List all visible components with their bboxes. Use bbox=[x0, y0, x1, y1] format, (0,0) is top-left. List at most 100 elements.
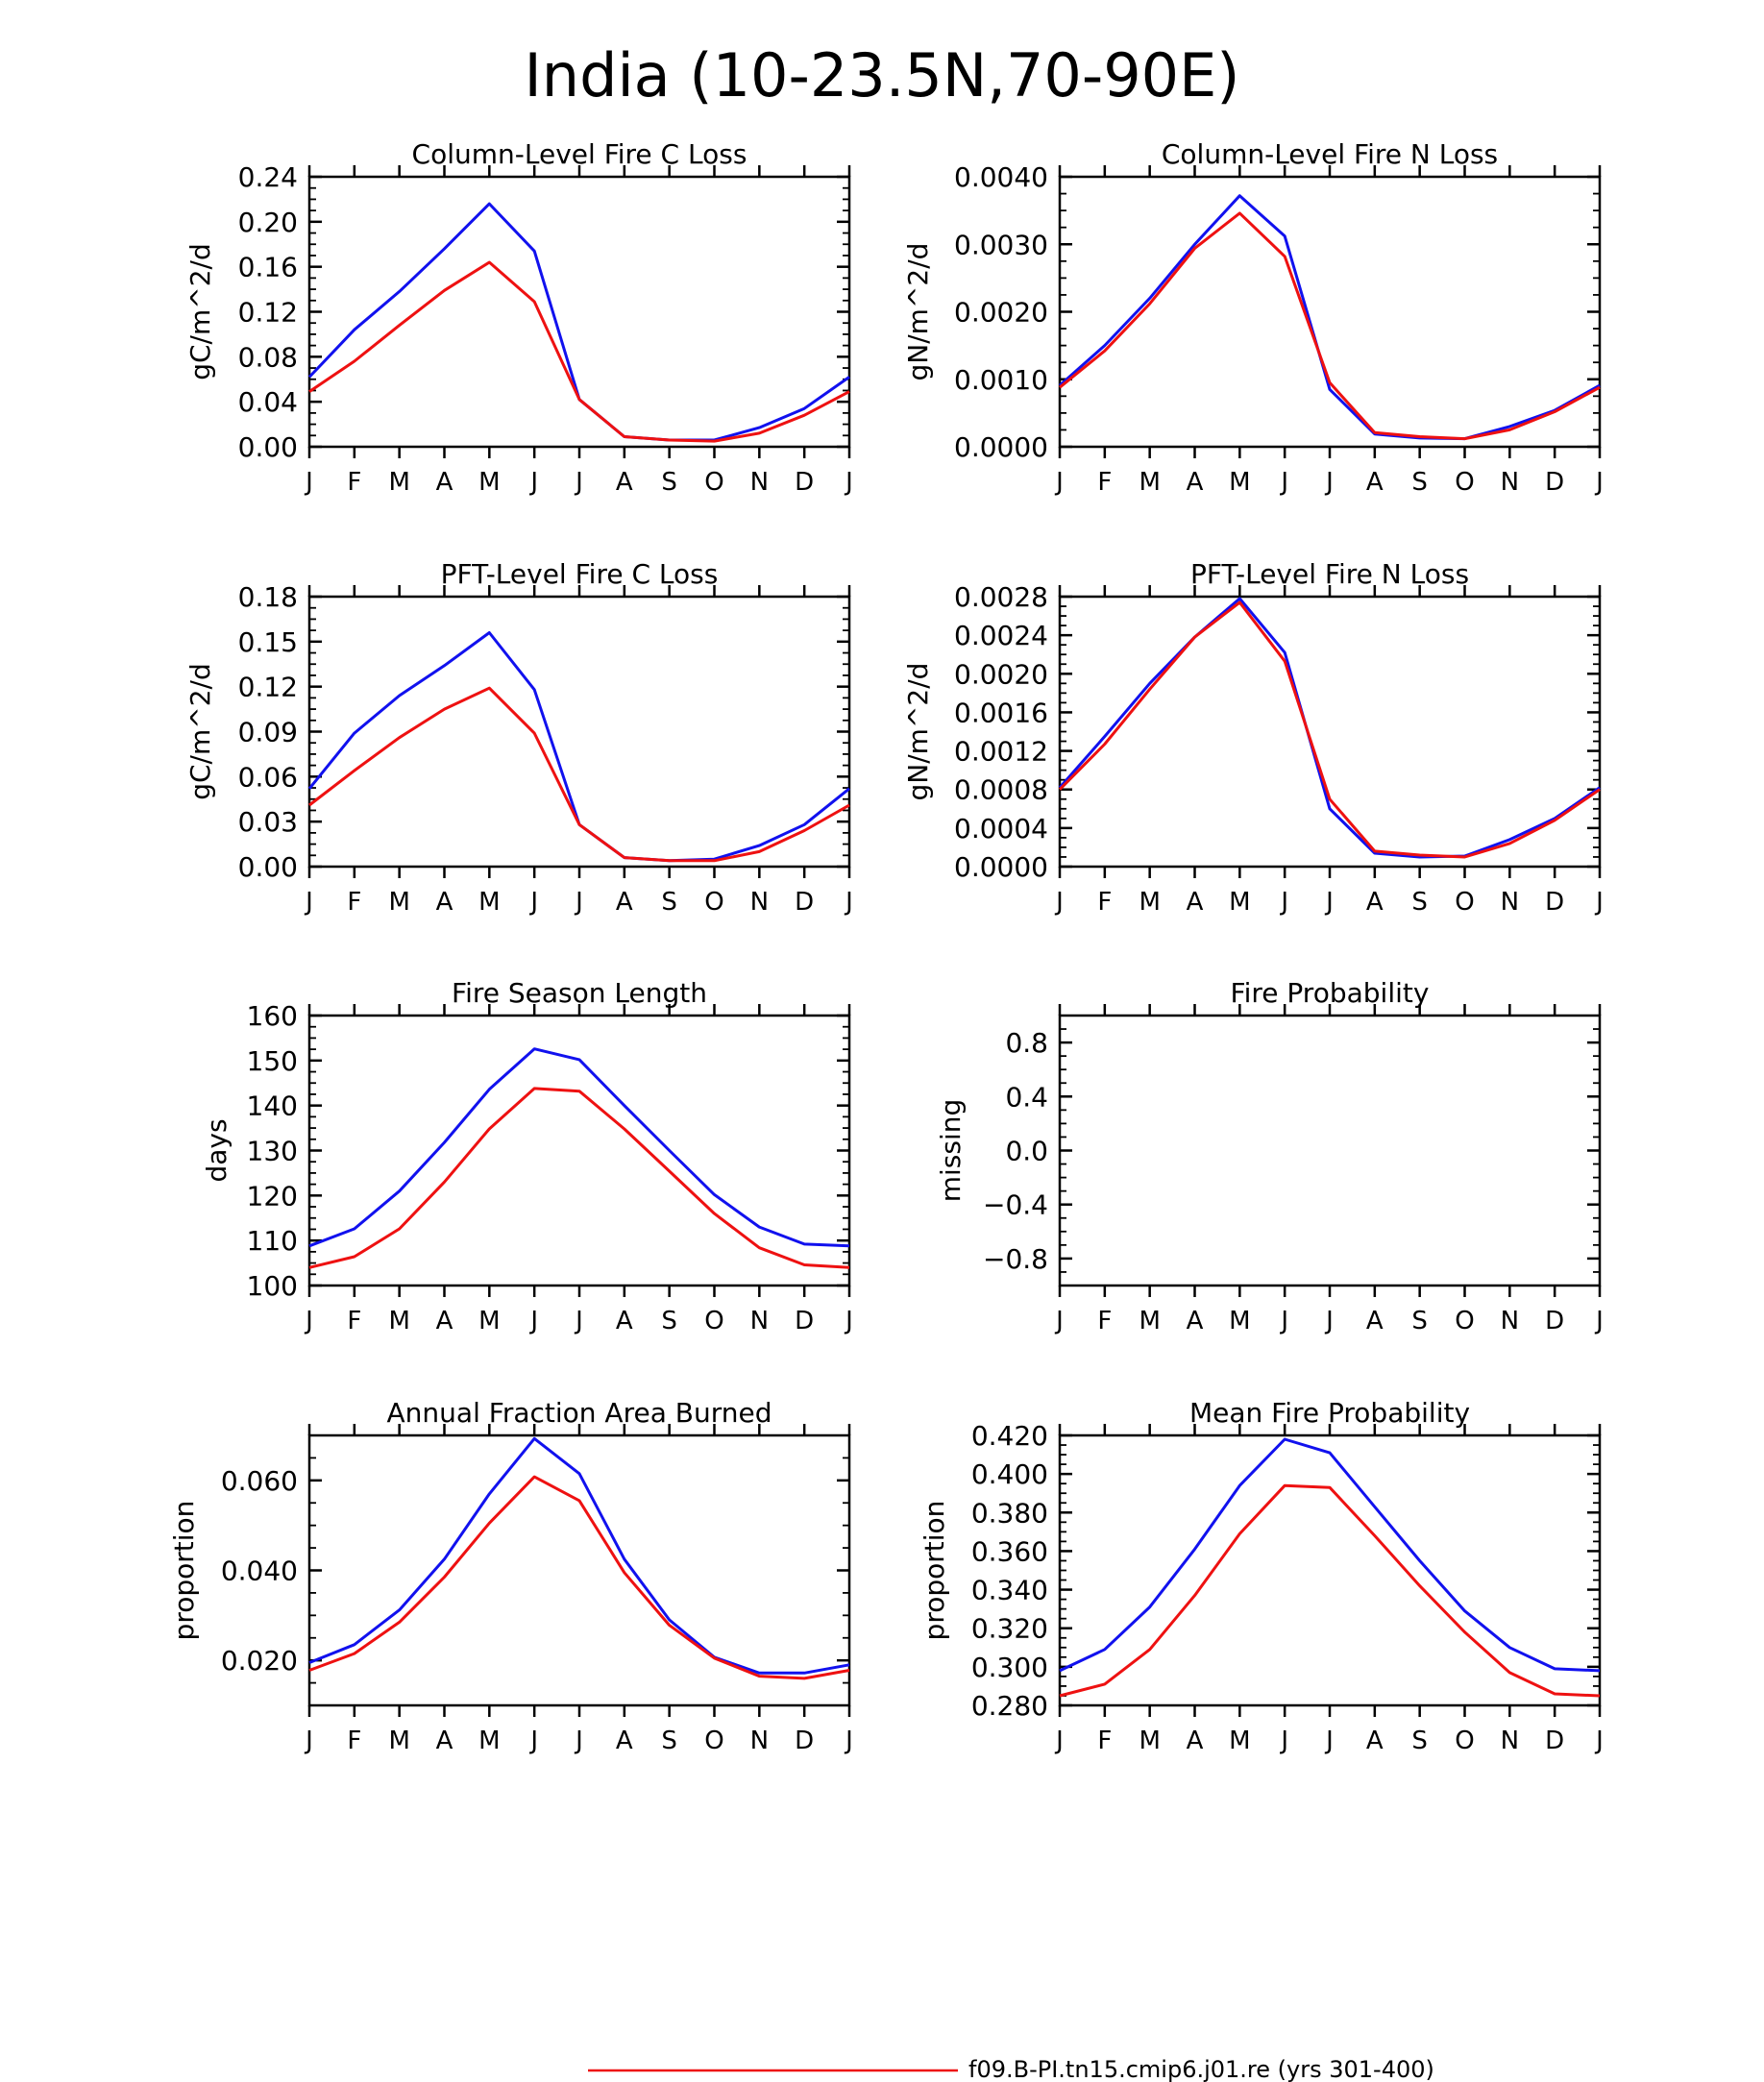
legend: f09.B-PI.tn15.cmip6.j01.re (yrs 301-400) bbox=[588, 2056, 1434, 2082]
x-tick-label: M bbox=[1139, 1727, 1160, 1755]
x-tick-label: J bbox=[1279, 1307, 1288, 1335]
x-tick-label: J bbox=[528, 468, 538, 497]
y-tick-label: 0.03 bbox=[238, 806, 298, 838]
x-tick-label: A bbox=[1187, 468, 1204, 497]
x-tick-label: J bbox=[1054, 888, 1064, 917]
y-axis-label: missing bbox=[935, 1099, 967, 1203]
x-tick-label: S bbox=[661, 1307, 677, 1335]
series-line-red bbox=[1059, 211, 1601, 441]
x-tick-label: A bbox=[1366, 1307, 1384, 1335]
y-tick-label: 0.15 bbox=[238, 626, 298, 658]
x-tick-label: S bbox=[1411, 1727, 1428, 1755]
x-tick-label: N bbox=[1501, 468, 1519, 497]
series-line-red bbox=[308, 1087, 850, 1269]
x-tick-label: N bbox=[1501, 1727, 1519, 1755]
x-tick-label: N bbox=[750, 1727, 769, 1755]
y-tick-label: 0.0040 bbox=[954, 161, 1048, 193]
panel-title: Column-Level Fire N Loss bbox=[1162, 138, 1498, 170]
x-tick-label: J bbox=[528, 1727, 538, 1755]
x-tick-label: A bbox=[616, 468, 633, 497]
y-tick-label: 0.360 bbox=[971, 1535, 1048, 1567]
x-tick-label: J bbox=[1279, 888, 1288, 917]
x-tick-label: A bbox=[1366, 888, 1384, 917]
x-tick-label: J bbox=[1594, 1307, 1604, 1335]
x-tick-label: J bbox=[1324, 1727, 1334, 1755]
x-tick-label: S bbox=[661, 468, 677, 497]
series-line-blue bbox=[308, 1047, 850, 1248]
x-tick-label: N bbox=[1501, 888, 1519, 917]
y-tick-label: 0.400 bbox=[971, 1458, 1048, 1490]
y-tick-label: 0.04 bbox=[238, 386, 298, 418]
x-tick-label: N bbox=[750, 888, 769, 917]
x-tick-label: S bbox=[1411, 468, 1428, 497]
y-tick-label: 0.020 bbox=[221, 1645, 298, 1677]
series-line-red bbox=[308, 260, 850, 443]
x-tick-label: J bbox=[1324, 468, 1334, 497]
panel-4: J F M A M J J A S O N D J0.00000.00040.00080.00120.0… bbox=[902, 558, 1604, 917]
x-tick-label: O bbox=[1455, 888, 1474, 917]
y-tick-label: −0.8 bbox=[983, 1243, 1048, 1275]
x-tick-label: N bbox=[750, 1307, 769, 1335]
x-tick-label: A bbox=[436, 1727, 453, 1755]
x-tick-label: S bbox=[1411, 888, 1428, 917]
x-tick-label: J bbox=[1279, 1727, 1288, 1755]
y-tick-label: 0.16 bbox=[238, 252, 298, 283]
x-tick-label: D bbox=[1545, 1727, 1564, 1755]
x-tick-label: O bbox=[1455, 1727, 1474, 1755]
plot-frame bbox=[1058, 595, 1602, 869]
x-tick-label: J bbox=[844, 1307, 853, 1335]
panel-title: Annual Fraction Area Burned bbox=[387, 1397, 772, 1429]
y-tick-label: 0.320 bbox=[971, 1613, 1048, 1645]
x-tick-label: M bbox=[1139, 468, 1160, 497]
x-tick-label: A bbox=[436, 1307, 453, 1335]
panel-title: PFT-Level Fire C Loss bbox=[441, 558, 719, 590]
y-axis-label: days bbox=[201, 1118, 233, 1182]
x-tick-label: O bbox=[704, 1727, 723, 1755]
plot-frame bbox=[307, 175, 851, 449]
y-tick-label: 0.040 bbox=[221, 1555, 298, 1587]
legend-label: f09.B-PI.tn15.cmip6.j01.re (yrs 301-400) bbox=[968, 2056, 1434, 2082]
panel-8: J F M A M J J A S O N D J0.2800.3000.3200.3400.3600.… bbox=[919, 1397, 1604, 1755]
x-tick-label: M bbox=[388, 1727, 409, 1755]
x-tick-label: A bbox=[1187, 888, 1204, 917]
x-tick-label: F bbox=[347, 1727, 361, 1755]
y-tick-label: 140 bbox=[247, 1090, 298, 1122]
y-tick-label: 120 bbox=[247, 1180, 298, 1212]
x-tick-label: J bbox=[1324, 1307, 1334, 1335]
x-tick-label: A bbox=[616, 1307, 633, 1335]
figure-title: India (10-23.5N,70-90E) bbox=[525, 40, 1240, 110]
x-tick-label: D bbox=[795, 888, 814, 917]
y-tick-label: 0.280 bbox=[971, 1690, 1048, 1722]
x-tick-label: A bbox=[1187, 1727, 1204, 1755]
x-tick-label: D bbox=[795, 1307, 814, 1335]
x-tick-label: F bbox=[347, 1307, 361, 1335]
series-line-red bbox=[1059, 1483, 1601, 1698]
panel-title: Column-Level Fire C Loss bbox=[412, 138, 747, 170]
panel-title: Mean Fire Probability bbox=[1189, 1397, 1470, 1429]
x-tick-label: M bbox=[388, 888, 409, 917]
series-line-blue bbox=[308, 1436, 850, 1675]
x-tick-label: D bbox=[1545, 1307, 1564, 1335]
y-tick-label: 0.0004 bbox=[954, 813, 1048, 845]
y-tick-label: 0.00 bbox=[238, 431, 298, 463]
series-line-blue bbox=[307, 631, 850, 863]
x-tick-label: J bbox=[1054, 1727, 1064, 1755]
x-tick-label: M bbox=[1229, 1727, 1250, 1755]
y-axis-label: proportion bbox=[168, 1501, 200, 1641]
y-tick-label: 0.0012 bbox=[954, 736, 1048, 768]
y-tick-label: 0.340 bbox=[971, 1575, 1048, 1606]
x-tick-label: O bbox=[704, 468, 723, 497]
x-tick-label: M bbox=[478, 468, 500, 497]
plot-frame bbox=[1058, 1433, 1602, 1707]
x-tick-label: J bbox=[844, 1727, 853, 1755]
x-tick-label: O bbox=[704, 1307, 723, 1335]
panel-2: J F M A M J J A S O N D J0.00000.00100.00200.00300.0… bbox=[902, 138, 1604, 497]
y-tick-label: 150 bbox=[247, 1045, 298, 1077]
x-tick-label: J bbox=[528, 1307, 538, 1335]
y-tick-label: 130 bbox=[247, 1136, 298, 1167]
x-tick-label: O bbox=[704, 888, 723, 917]
x-tick-label: J bbox=[1324, 888, 1334, 917]
x-tick-label: J bbox=[1054, 1307, 1064, 1335]
y-tick-label: 0.0000 bbox=[954, 851, 1048, 883]
